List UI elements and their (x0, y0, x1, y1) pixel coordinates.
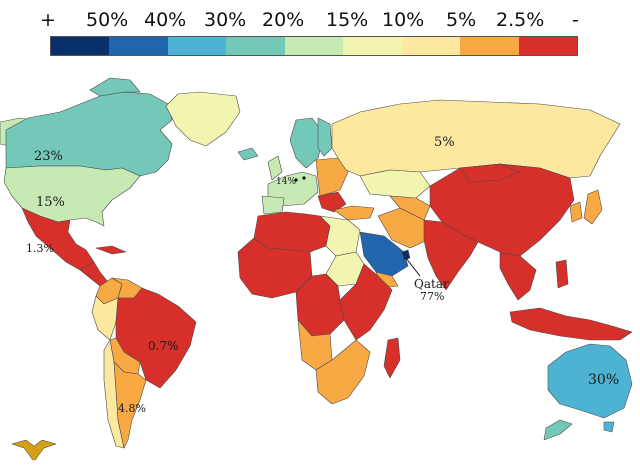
region-greenland (165, 91, 241, 147)
region-kazakhstan (359, 169, 431, 199)
region-turkey (333, 205, 375, 221)
legend-swatch-30 (226, 37, 285, 55)
legend-label-2-5: 2.5% (496, 9, 545, 31)
region-usa (3, 165, 141, 227)
region-new-zealand (543, 419, 573, 441)
region-finland (317, 117, 333, 157)
legend-swatch-plus (51, 37, 110, 55)
annotation-australia: 30% (588, 372, 619, 388)
europe-marker-dot (294, 178, 298, 182)
region-southern-africa (315, 339, 371, 405)
legend-label-plus: + (40, 9, 56, 31)
legend-swatch-40 (167, 37, 227, 55)
region-russia (331, 99, 621, 179)
forum-watermark-logo (10, 439, 58, 466)
region-indonesia (509, 307, 633, 341)
region-philippines (555, 259, 569, 289)
annotation-qatar-value: 77% (420, 290, 444, 303)
legend-label-minus: - (572, 9, 579, 31)
region-scandinavia (289, 117, 325, 169)
legend-label-20: 20% (262, 9, 305, 31)
region-japan (583, 189, 603, 225)
annotation-europe: 14% (276, 177, 296, 187)
region-cuba (95, 245, 127, 255)
region-peru (91, 295, 119, 341)
logo-banner (10, 460, 58, 466)
legend-label-50: 50% (86, 9, 129, 31)
region-arabia (359, 231, 409, 277)
region-balkans (317, 191, 347, 213)
qatar-pointer-line (405, 257, 421, 277)
region-canada-islands (89, 77, 141, 97)
europe-marker-dot (302, 176, 306, 180)
legend-color-bar (50, 36, 578, 56)
region-india (423, 219, 479, 291)
annotation-argentina: 4.8% (118, 402, 146, 415)
world-map: 23% 15% 1.3% 0.7% 4.8% 14% 5% Qatar 77% … (0, 77, 633, 449)
region-argentina (113, 361, 147, 449)
region-korea (569, 201, 583, 223)
region-iberia (261, 195, 285, 215)
eagle-emblem-icon (11, 439, 57, 463)
legend-label-5: 5% (446, 9, 477, 31)
region-tasmania (603, 421, 615, 433)
legend-swatch-5 (460, 37, 519, 55)
legend-swatch-50 (109, 37, 168, 55)
region-canada (5, 91, 173, 177)
annotation-qatar-name: Qatar (414, 277, 449, 291)
region-iceland (237, 147, 259, 161)
legend-label-15: 15% (326, 9, 369, 31)
region-central-asia (389, 195, 431, 221)
annotation-canada: 23% (34, 149, 63, 164)
region-uk (267, 155, 283, 181)
region-mongolia (459, 163, 521, 183)
legend-label-40: 40% (144, 9, 187, 31)
region-australia (547, 343, 633, 419)
legend-labels: + 50% 40% 30% 20% 15% 10% 5% 2.5% - (0, 0, 640, 36)
region-southeast-asia (499, 251, 537, 301)
legend-swatch-10 (401, 37, 461, 55)
region-qatar (401, 249, 411, 261)
legend-swatch-15 (343, 37, 402, 55)
annotation-russia: 5% (434, 135, 455, 150)
region-mexico (21, 207, 95, 271)
annotation-brazil: 0.7% (148, 339, 179, 353)
legend-swatch-20 (284, 37, 344, 55)
annotation-usa: 15% (36, 195, 65, 210)
annotation-mexico: 1.3% (26, 242, 54, 255)
legend-swatch-2-5 (518, 37, 577, 55)
region-madagascar (383, 337, 401, 379)
legend-label-30: 30% (204, 9, 247, 31)
legend-label-10: 10% (382, 9, 425, 31)
